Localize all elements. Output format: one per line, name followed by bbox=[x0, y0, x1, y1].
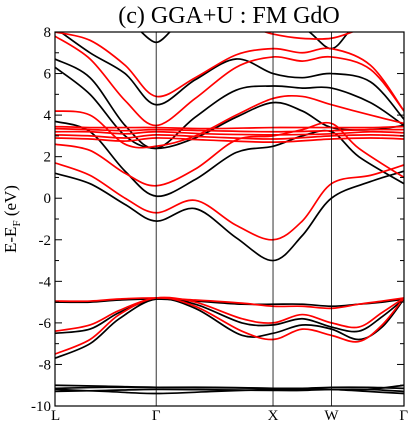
plot-frame bbox=[54, 31, 405, 407]
band-line bbox=[55, 297, 404, 360]
band-line bbox=[55, 133, 404, 140]
symmetry-lines bbox=[155, 32, 332, 406]
band-line bbox=[55, 170, 404, 262]
x-tick-label: W bbox=[324, 408, 339, 422]
y-tick-label: 4 bbox=[44, 108, 52, 124]
x-tick-label: Γ bbox=[152, 408, 161, 422]
y-tick-label: 6 bbox=[44, 67, 52, 83]
band-line bbox=[55, 296, 404, 355]
band-line bbox=[55, 58, 404, 150]
y-tick-label: 0 bbox=[44, 191, 52, 207]
band-line bbox=[55, 162, 404, 241]
band-line bbox=[59, 32, 404, 121]
y-tick-label: -10 bbox=[31, 399, 51, 415]
band-lines bbox=[55, 32, 404, 395]
band-line bbox=[55, 66, 404, 150]
chart-title: (c) GGA+U : FM GdO bbox=[118, 3, 340, 29]
band-line bbox=[55, 32, 404, 112]
band-line bbox=[55, 137, 404, 143]
band-line bbox=[55, 125, 404, 130]
band-line bbox=[307, 32, 350, 50]
band-line bbox=[55, 297, 404, 310]
x-tick-label: L bbox=[51, 408, 60, 422]
x-tick-label: X bbox=[268, 408, 279, 422]
y-axis-label-subscript: F bbox=[11, 220, 23, 226]
y-tick-label: 2 bbox=[44, 150, 52, 166]
band-line bbox=[55, 127, 404, 133]
y-axis-label-main: E-E bbox=[1, 227, 20, 253]
y-tick-label: -6 bbox=[39, 316, 52, 332]
band-line bbox=[262, 32, 355, 40]
band-line bbox=[55, 120, 404, 197]
y-axis-label-unit: (eV) bbox=[1, 185, 20, 220]
y-axis-label: E-EF (eV) bbox=[1, 185, 23, 253]
band-line bbox=[55, 35, 404, 127]
y-axis-ticks: -10 -8 -6 -4 -2 0 2 4 6 8 bbox=[31, 25, 404, 415]
y-tick-label: 8 bbox=[44, 25, 52, 41]
y-tick-label: -8 bbox=[39, 357, 52, 373]
band-line bbox=[55, 130, 404, 136]
y-tick-label: -4 bbox=[39, 274, 52, 290]
band-line bbox=[55, 297, 404, 335]
band-line bbox=[55, 296, 404, 333]
y-tick-label: -2 bbox=[39, 233, 52, 249]
x-tick-label: Γ bbox=[399, 408, 408, 422]
